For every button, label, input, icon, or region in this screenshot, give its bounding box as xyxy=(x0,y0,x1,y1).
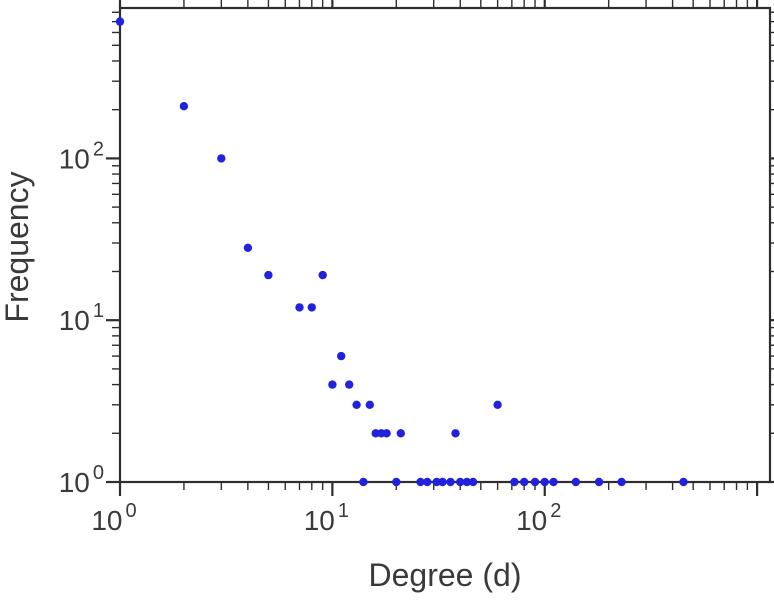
data-point xyxy=(549,477,558,487)
data-point xyxy=(217,154,226,163)
data-points xyxy=(115,17,688,487)
data-point xyxy=(520,477,529,487)
data-point xyxy=(115,17,125,26)
data-point xyxy=(540,477,549,487)
data-point xyxy=(392,477,401,487)
data-point xyxy=(571,477,580,487)
data-point xyxy=(416,477,425,487)
data-point xyxy=(345,380,354,389)
data-point xyxy=(307,303,316,312)
data-point xyxy=(318,270,327,280)
axis-ticks xyxy=(106,0,774,496)
data-point xyxy=(432,477,441,487)
data-point xyxy=(179,102,189,111)
data-point xyxy=(264,270,273,280)
data-point xyxy=(396,429,405,438)
x-tick-label: 10 1 xyxy=(304,500,349,536)
plot-frame xyxy=(118,6,772,484)
data-point xyxy=(337,351,346,361)
y-tick-label: 10 0 xyxy=(59,462,104,498)
data-point xyxy=(510,477,519,487)
data-point xyxy=(243,243,253,252)
data-point xyxy=(423,477,432,487)
tick-labels: 10 0 10 1 10 2 10 0 10 1 10 2 xyxy=(59,138,562,536)
y-axis-label: Frequency xyxy=(0,171,35,322)
data-point xyxy=(594,477,604,487)
data-point xyxy=(359,477,368,487)
data-point xyxy=(462,477,472,487)
data-point xyxy=(456,477,465,487)
data-point xyxy=(365,400,374,409)
x-tick-label: 10 0 xyxy=(91,500,136,536)
data-point xyxy=(617,477,626,487)
data-point xyxy=(352,400,361,409)
y-tick-label: 10 2 xyxy=(59,138,104,174)
data-point xyxy=(451,429,460,438)
y-tick-label: 10 1 xyxy=(59,300,104,336)
x-tick-label: 10 2 xyxy=(516,500,561,536)
data-point xyxy=(382,429,391,438)
data-point xyxy=(679,477,688,487)
data-point xyxy=(530,477,540,487)
x-axis-label: Degree (d) xyxy=(369,557,522,593)
data-point xyxy=(493,400,502,409)
data-point xyxy=(438,477,447,487)
data-point xyxy=(446,477,455,487)
data-point xyxy=(295,303,304,312)
data-point xyxy=(328,380,337,389)
data-point xyxy=(468,477,478,487)
